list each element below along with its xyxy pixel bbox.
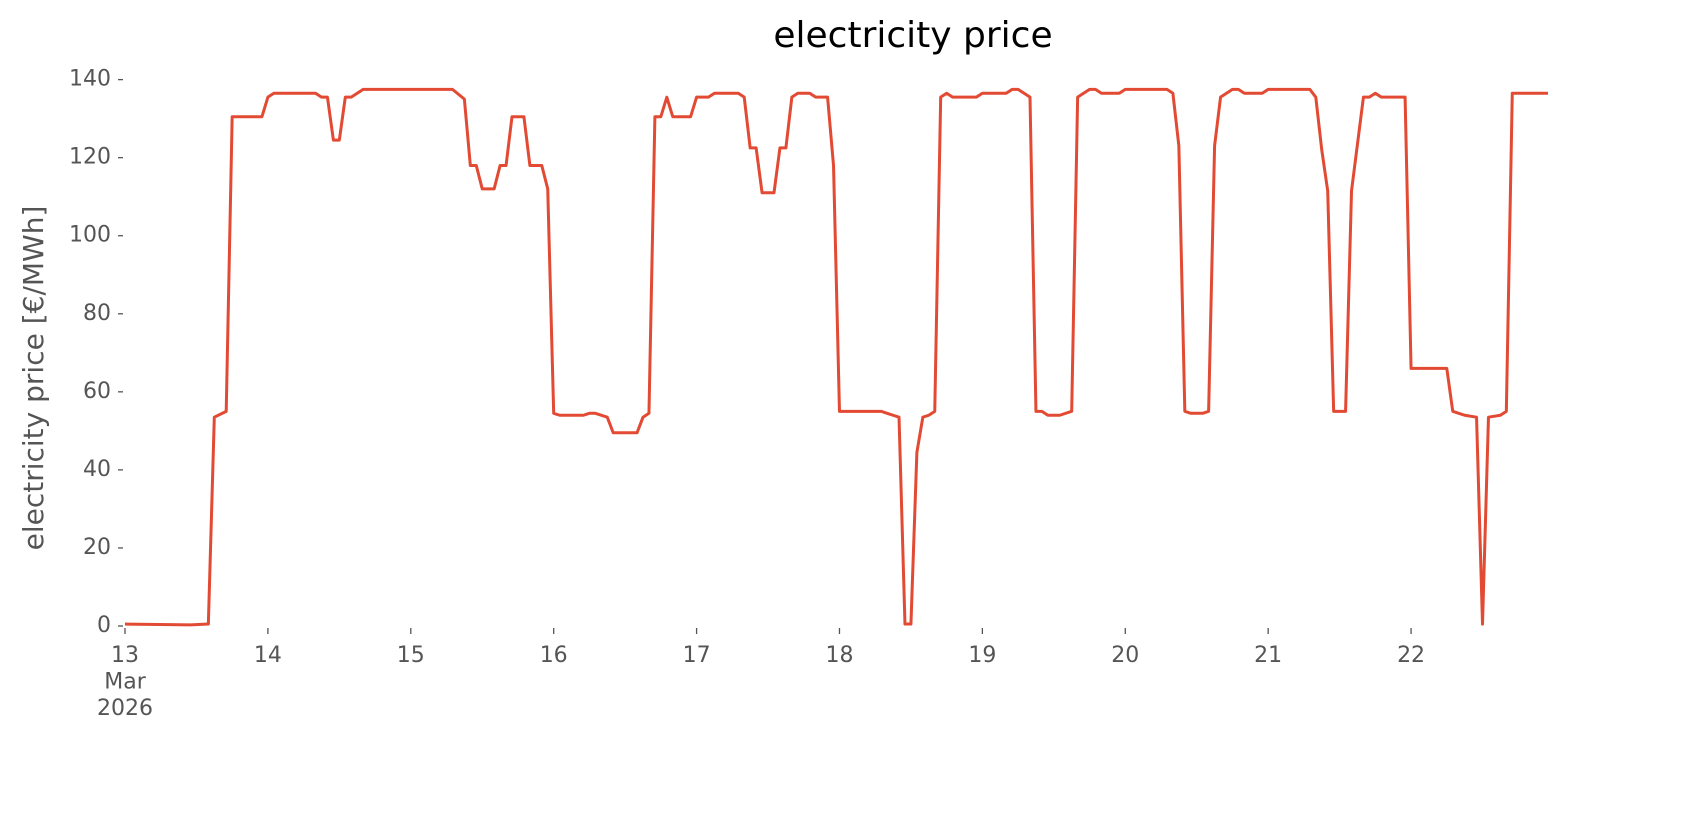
- y-tick-label: 80: [83, 301, 111, 326]
- x-tick-label: 20: [1111, 643, 1139, 668]
- x-tick-label: 15: [397, 643, 425, 668]
- y-tick-label: 120: [69, 145, 111, 170]
- x-tick-label: 18: [825, 643, 853, 668]
- chart-title: electricity price: [773, 15, 1052, 56]
- x-tick-label: 19: [968, 643, 996, 668]
- price-line: [124, 87, 1548, 627]
- y-tick-label: 60: [83, 379, 111, 404]
- x-tick-label: 17: [683, 643, 711, 668]
- x-tick-label: 22: [1397, 643, 1425, 668]
- x-tick-label: 14: [254, 643, 282, 668]
- y-tick-label: 0: [97, 613, 111, 638]
- y-tick-label: 100: [69, 223, 111, 248]
- y-tick-label: 20: [83, 535, 111, 560]
- x-tick-label: 16: [540, 643, 568, 668]
- y-axis-label: electricity price [€/MWh]: [17, 206, 50, 551]
- x-tick-label: 13 Mar 2026: [97, 643, 153, 721]
- y-tick-label: 140: [69, 67, 111, 92]
- y-tick-label: 40: [83, 457, 111, 482]
- x-tick-label: 21: [1254, 643, 1282, 668]
